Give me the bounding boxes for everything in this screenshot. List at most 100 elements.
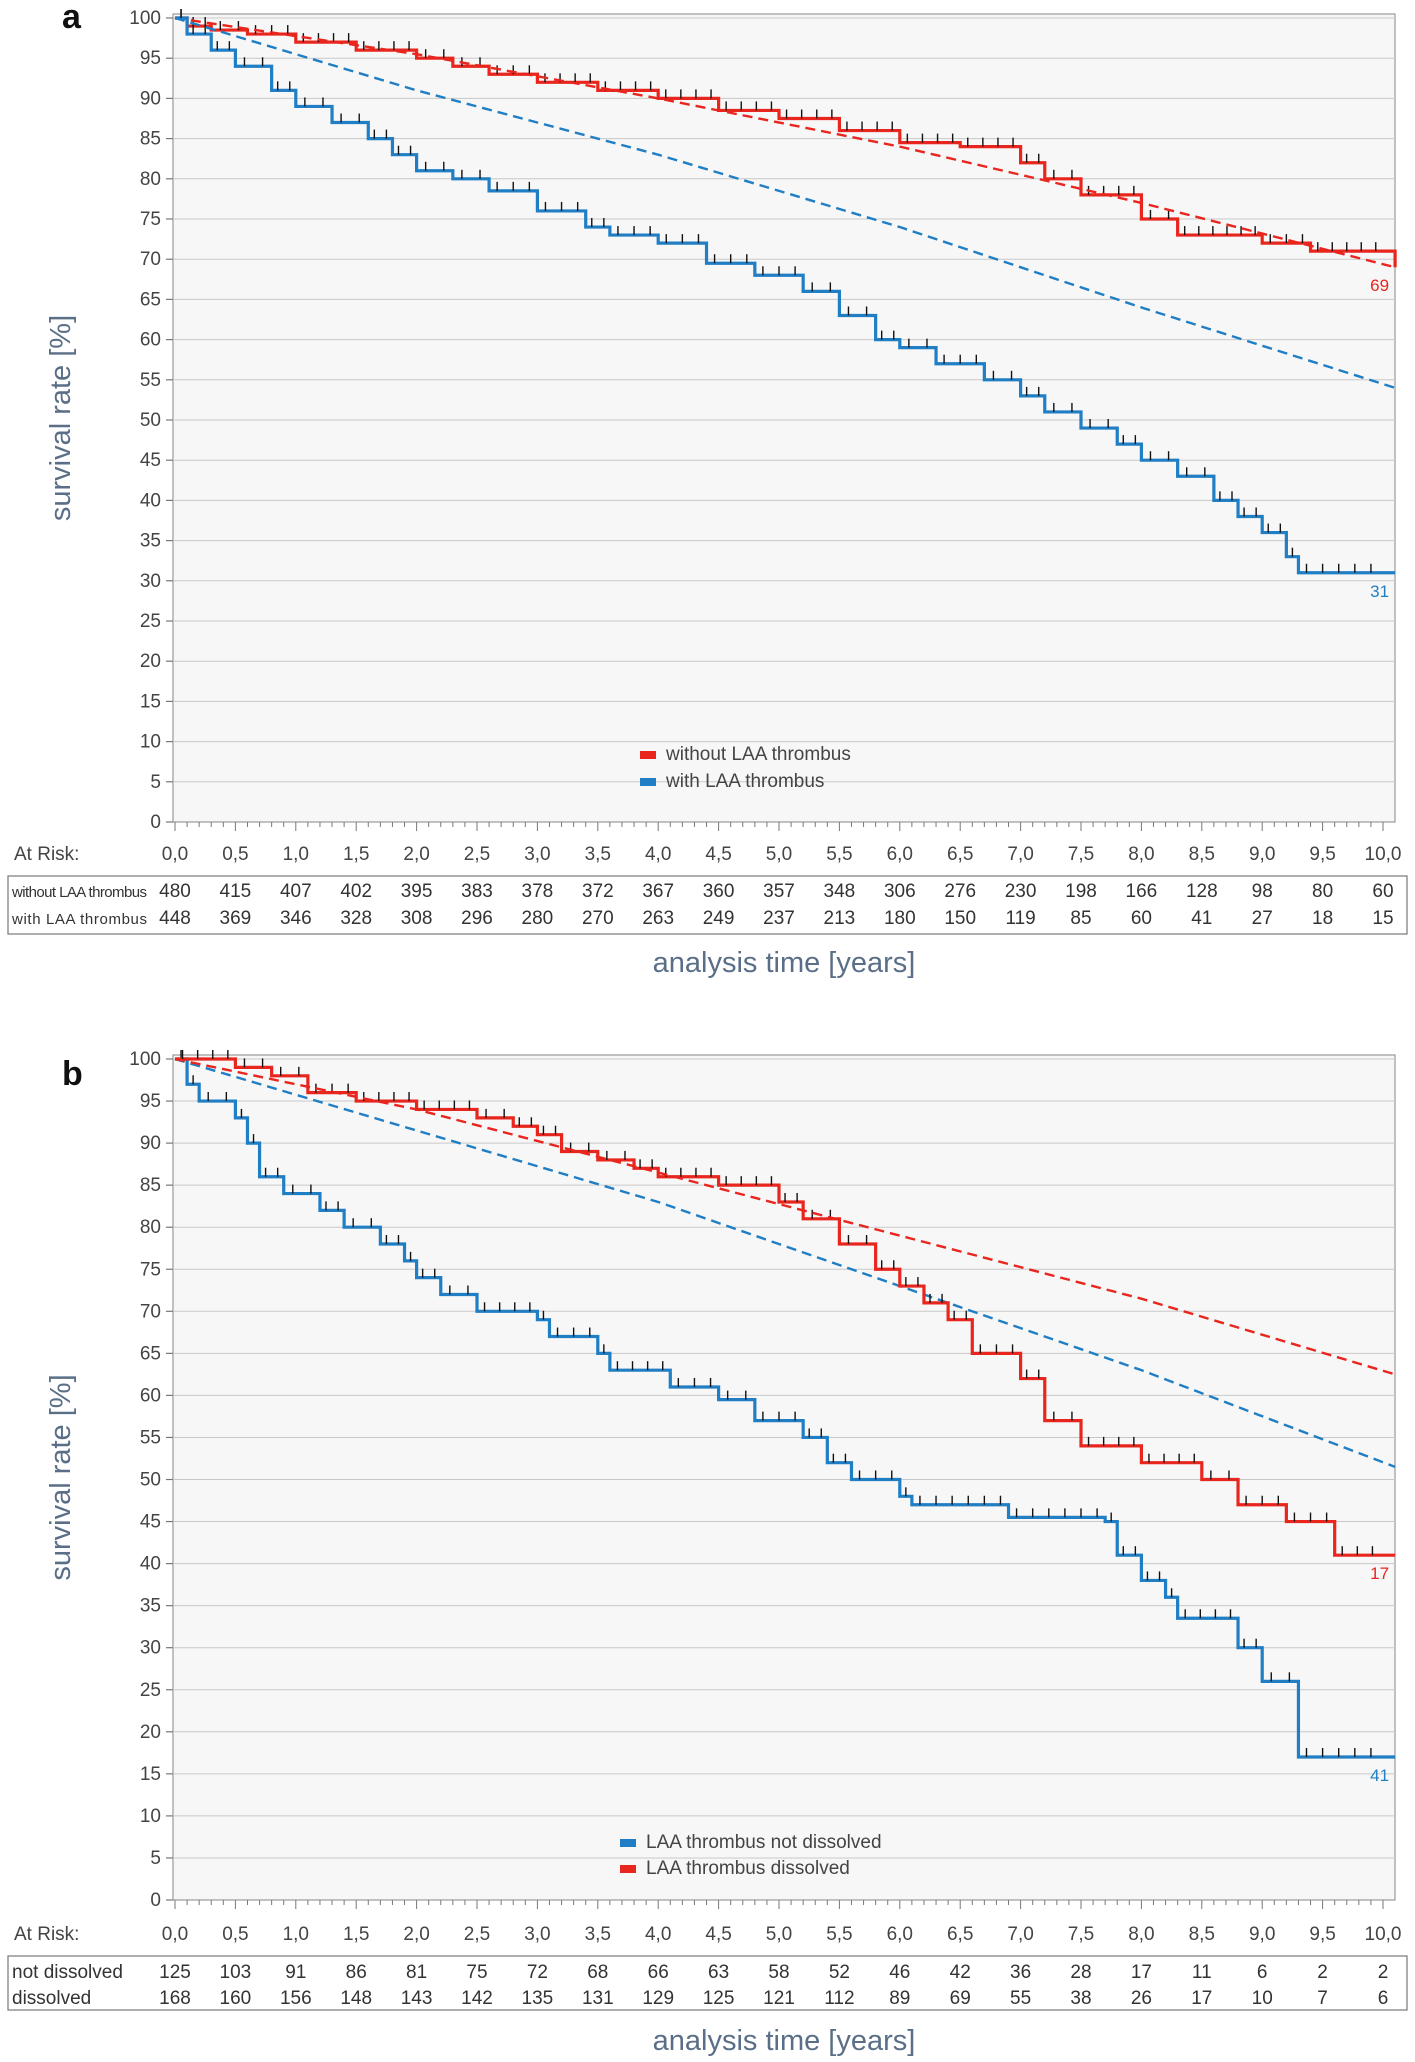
at-risk-value: 7 bbox=[1317, 1988, 1328, 2009]
x-tick-label: 7,0 bbox=[1007, 1924, 1033, 1945]
at-risk-value: 348 bbox=[824, 881, 856, 902]
y-axis-label: survival rate [%] bbox=[45, 315, 77, 521]
at-risk-box bbox=[7, 875, 1408, 935]
legend-swatch bbox=[640, 751, 656, 759]
at-risk-value: 6 bbox=[1257, 1962, 1268, 1983]
x-tick-label: 0,0 bbox=[162, 1924, 188, 1945]
at-risk-value: 131 bbox=[582, 1988, 614, 2009]
at-risk-value: 270 bbox=[582, 908, 614, 929]
at-risk-value: 26 bbox=[1131, 1988, 1152, 2009]
at-risk-value: 328 bbox=[340, 908, 372, 929]
y-tick-label: 55 bbox=[140, 370, 161, 391]
at-risk-value: 80 bbox=[1312, 881, 1333, 902]
x-tick-label: 10,0 bbox=[1365, 1924, 1402, 1945]
legend: without LAA thrombus with LAA thrombus bbox=[640, 744, 851, 792]
at-risk-value: 143 bbox=[401, 1988, 433, 2009]
at-risk-value: 11 bbox=[1192, 1962, 1212, 1983]
y-tick-label: 70 bbox=[140, 1301, 161, 1322]
at-risk-value: 46 bbox=[889, 1962, 910, 1983]
at-risk-value: 63 bbox=[708, 1962, 729, 1983]
x-tick-label: 6,0 bbox=[887, 1924, 913, 1945]
x-tick-label: 7,5 bbox=[1068, 1924, 1094, 1945]
at-risk-value: 85 bbox=[1070, 908, 1091, 929]
at-risk-value: 60 bbox=[1372, 881, 1393, 902]
x-tick-label: 3,5 bbox=[585, 1924, 611, 1945]
x-tick-label: 7,0 bbox=[1007, 844, 1033, 865]
at-risk-value: 27 bbox=[1252, 908, 1273, 929]
at-risk-value: 372 bbox=[582, 881, 614, 902]
legend-label: with LAA thrombus bbox=[665, 771, 824, 792]
at-risk-value: 91 bbox=[285, 1962, 306, 1983]
curve-end-label: 31 bbox=[1370, 582, 1389, 601]
y-tick-label: 90 bbox=[140, 1133, 161, 1154]
y-tick-label: 50 bbox=[140, 410, 161, 431]
x-tick-label: 4,0 bbox=[645, 1924, 671, 1945]
at-risk-value: 69 bbox=[950, 1988, 971, 2009]
x-tick-label: 6,0 bbox=[887, 844, 913, 865]
x-tick-label: 3,0 bbox=[524, 1924, 550, 1945]
at-risk-value: 168 bbox=[159, 1988, 191, 2009]
y-tick-label: 80 bbox=[140, 169, 161, 190]
y-axis-label: survival rate [%] bbox=[45, 1374, 77, 1580]
plot-area bbox=[172, 1054, 1396, 1901]
y-tick-label: 40 bbox=[140, 1554, 161, 1575]
at-risk-value: 280 bbox=[522, 908, 554, 929]
at-risk-value: 75 bbox=[466, 1962, 487, 1983]
curve-end-label: 17 bbox=[1370, 1564, 1389, 1583]
at-risk-value: 17 bbox=[1131, 1962, 1152, 1983]
at-risk-value: 125 bbox=[159, 1962, 191, 1983]
at-risk-value: 357 bbox=[763, 881, 795, 902]
at-risk-value: 160 bbox=[220, 1988, 252, 2009]
at-risk-value: 119 bbox=[1005, 908, 1035, 929]
censor-marks bbox=[180, 9, 1372, 573]
gridlines bbox=[173, 17, 1395, 783]
x-tick-label: 0,5 bbox=[222, 1924, 248, 1945]
panel-b: b 0 5 10 15 20 25 30 35 40 45 50 55 60 65 70 75 80 85 90 95 1… bbox=[7, 1049, 1408, 2057]
at-risk-value: 198 bbox=[1065, 881, 1097, 902]
at-risk-value: 276 bbox=[944, 881, 976, 902]
y-tick-label: 55 bbox=[140, 1427, 161, 1448]
at-risk-value: 125 bbox=[703, 1988, 735, 2009]
at-risk-label: At Risk: bbox=[14, 1924, 79, 1945]
y-tick-label: 30 bbox=[140, 571, 161, 592]
at-risk-value: 237 bbox=[763, 908, 795, 929]
y-tick-label: 35 bbox=[140, 531, 161, 552]
at-risk-value: 308 bbox=[401, 908, 433, 929]
at-risk-value: 89 bbox=[889, 1988, 910, 2009]
y-tick-label: 75 bbox=[140, 1259, 161, 1280]
legend-label: LAA thrombus not dissolved bbox=[646, 1832, 882, 1853]
y-tick-label: 85 bbox=[140, 129, 161, 150]
panel-a: a 0 5 10 15 20 25 30 35 40 45 50 55 60 65 70 75 80 85 90 95 1… bbox=[7, 0, 1408, 979]
at-risk-value: 86 bbox=[346, 1962, 367, 1983]
km-survival-curve bbox=[175, 1057, 1396, 1759]
y-tick-label: 15 bbox=[140, 1764, 161, 1785]
x-tick-label: 7,5 bbox=[1068, 844, 1094, 865]
x-axis-label: analysis time [years] bbox=[653, 947, 916, 979]
at-risk-value: 448 bbox=[159, 908, 191, 929]
at-risk-value: 395 bbox=[401, 881, 433, 902]
at-risk-value: 2 bbox=[1378, 1962, 1389, 1983]
expected-survival-curve bbox=[174, 1057, 1396, 1469]
panel-letter: b bbox=[62, 1055, 83, 1093]
at-risk-value: 142 bbox=[461, 1988, 493, 2009]
at-risk-box bbox=[7, 1955, 1408, 2011]
at-risk-value: 60 bbox=[1131, 908, 1152, 929]
y-tick-label: 100 bbox=[129, 8, 161, 29]
y-tick-label: 45 bbox=[140, 450, 161, 471]
legend-swatch bbox=[640, 778, 656, 786]
x-tick-label: 8,0 bbox=[1128, 844, 1154, 865]
x-tick-label: 5,5 bbox=[826, 844, 852, 865]
legend-label: LAA thrombus dissolved bbox=[646, 1858, 850, 1879]
at-risk-value: 166 bbox=[1126, 881, 1158, 902]
at-risk-value: 156 bbox=[280, 1988, 312, 2009]
at-risk-value: 38 bbox=[1070, 1988, 1091, 2009]
x-tick-label: 0,5 bbox=[222, 844, 248, 865]
x-tick-label: 2,5 bbox=[464, 1924, 490, 1945]
at-risk-value: 98 bbox=[1252, 881, 1273, 902]
at-risk-value: 10 bbox=[1252, 1988, 1273, 2009]
y-tick-label: 5 bbox=[150, 1848, 161, 1869]
y-tick-label: 100 bbox=[129, 1049, 161, 1070]
y-tick-label: 25 bbox=[140, 611, 161, 632]
x-tick-label: 4,0 bbox=[645, 844, 671, 865]
